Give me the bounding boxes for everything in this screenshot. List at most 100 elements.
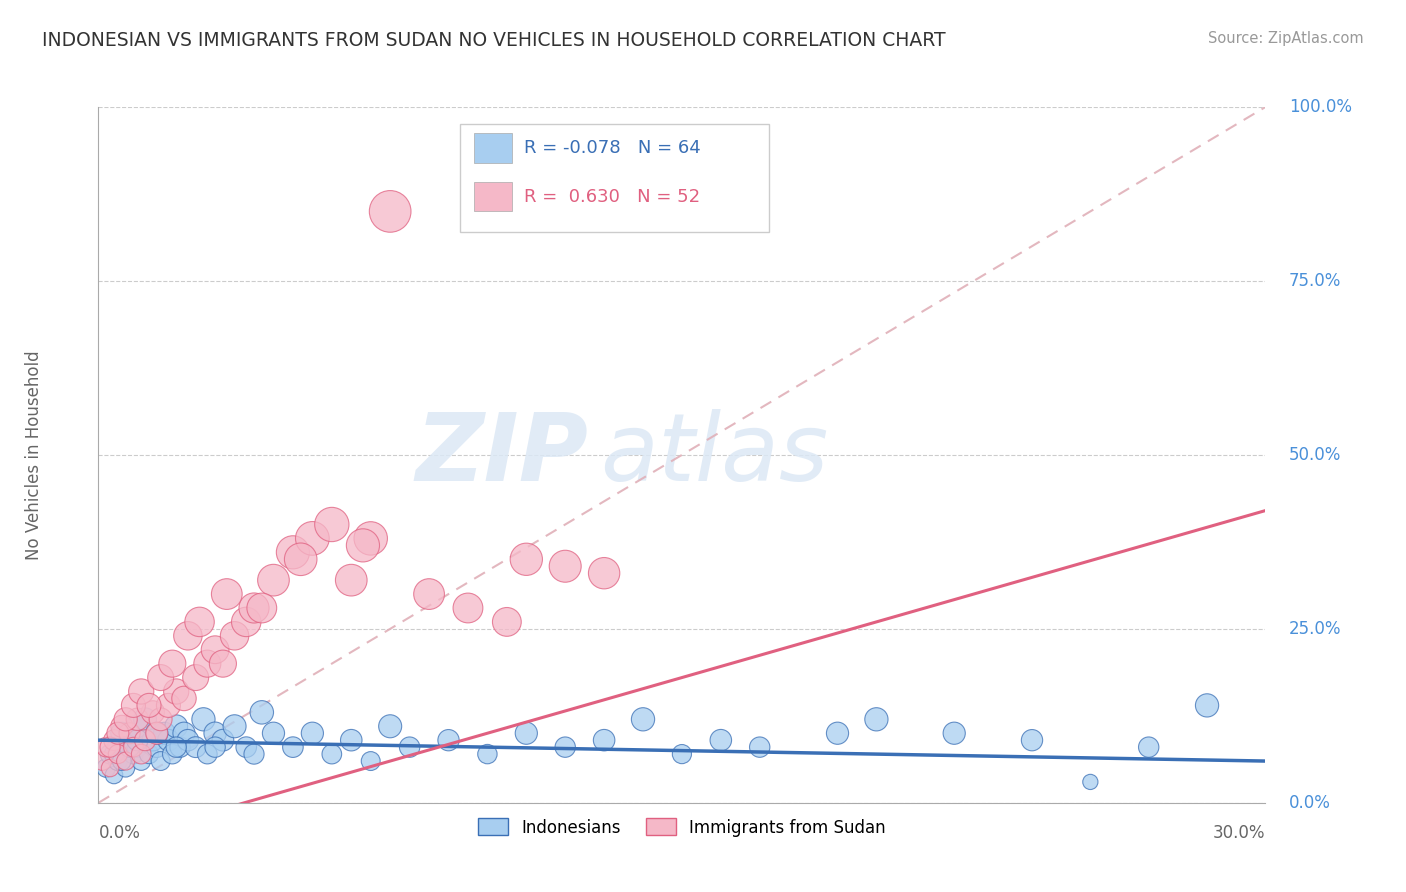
Text: R = -0.078   N = 64: R = -0.078 N = 64 <box>524 139 702 157</box>
Text: R =  0.630   N = 52: R = 0.630 N = 52 <box>524 188 700 206</box>
Point <box>114 754 136 768</box>
Point <box>554 740 576 755</box>
Point <box>138 747 160 761</box>
Text: 75.0%: 75.0% <box>1289 272 1341 290</box>
Point <box>593 566 616 581</box>
Point <box>554 559 576 574</box>
Point <box>169 740 191 755</box>
Point <box>321 517 343 532</box>
Point <box>748 740 770 755</box>
Point <box>943 726 966 740</box>
Point <box>134 733 156 747</box>
Text: INDONESIAN VS IMMIGRANTS FROM SUDAN NO VEHICLES IN HOUSEHOLD CORRELATION CHART: INDONESIAN VS IMMIGRANTS FROM SUDAN NO V… <box>42 31 946 50</box>
Point <box>193 712 215 726</box>
Text: No Vehicles in Household: No Vehicles in Household <box>25 350 44 560</box>
Point <box>865 712 887 726</box>
Point <box>103 747 125 761</box>
Point <box>212 733 235 747</box>
Point <box>107 726 129 740</box>
Bar <box>474 182 512 211</box>
Point <box>380 719 402 733</box>
Point <box>122 698 145 713</box>
Point <box>477 747 499 761</box>
Point <box>235 740 257 755</box>
Point <box>96 761 118 775</box>
Point <box>127 712 149 726</box>
Point <box>127 733 149 747</box>
Point <box>243 747 266 761</box>
Point <box>1080 775 1102 789</box>
Point <box>111 726 134 740</box>
Point <box>122 747 145 761</box>
Point <box>1195 698 1218 713</box>
Point <box>162 747 184 761</box>
Legend: Indonesians, Immigrants from Sudan: Indonesians, Immigrants from Sudan <box>471 812 893 843</box>
Point <box>177 629 200 643</box>
Point <box>290 552 312 566</box>
Point <box>360 754 382 768</box>
Point <box>496 615 519 629</box>
Point <box>142 706 165 720</box>
Point <box>243 601 266 615</box>
Point <box>204 642 226 657</box>
Text: ZIP: ZIP <box>416 409 589 501</box>
Text: 30.0%: 30.0% <box>1213 823 1265 842</box>
Point <box>165 719 187 733</box>
Point <box>340 733 363 747</box>
Point <box>146 726 169 740</box>
Point <box>224 719 246 733</box>
Point <box>418 587 440 601</box>
Point <box>173 726 195 740</box>
Point <box>301 726 323 740</box>
Point <box>340 573 363 587</box>
Point <box>204 740 226 755</box>
Point <box>149 712 172 726</box>
Point <box>321 747 343 761</box>
Point <box>129 747 152 761</box>
Point <box>195 657 218 671</box>
Point <box>224 629 246 643</box>
Point <box>98 761 121 775</box>
Text: Source: ZipAtlas.com: Source: ZipAtlas.com <box>1208 31 1364 46</box>
Point <box>380 204 402 219</box>
Point <box>281 740 304 755</box>
Point <box>165 740 187 755</box>
Point <box>1137 740 1160 755</box>
Point <box>165 684 187 698</box>
Point <box>281 545 304 559</box>
Point <box>352 538 374 552</box>
Point <box>111 754 134 768</box>
Point <box>631 712 654 726</box>
Point <box>515 726 537 740</box>
Point <box>212 657 235 671</box>
Point <box>235 615 257 629</box>
Text: 0.0%: 0.0% <box>98 823 141 842</box>
Point <box>114 712 136 726</box>
Point <box>103 733 125 747</box>
Point <box>96 740 118 755</box>
Point <box>107 747 129 761</box>
Point <box>127 740 149 755</box>
Point <box>98 740 121 755</box>
Text: 0.0%: 0.0% <box>1289 794 1330 812</box>
Text: 100.0%: 100.0% <box>1289 98 1351 116</box>
Point <box>262 726 284 740</box>
Point <box>215 587 238 601</box>
Text: 25.0%: 25.0% <box>1289 620 1341 638</box>
Point <box>91 754 114 768</box>
Point <box>184 671 207 685</box>
Point <box>515 552 537 566</box>
Point <box>118 726 141 740</box>
Point <box>149 671 172 685</box>
Point <box>177 733 200 747</box>
Point <box>173 691 195 706</box>
Point <box>118 733 141 747</box>
Point <box>671 747 693 761</box>
FancyBboxPatch shape <box>460 124 769 232</box>
Point <box>184 740 207 755</box>
Point <box>262 573 284 587</box>
Point <box>157 733 180 747</box>
Point <box>103 768 125 782</box>
Point <box>134 712 156 726</box>
Point <box>162 657 184 671</box>
